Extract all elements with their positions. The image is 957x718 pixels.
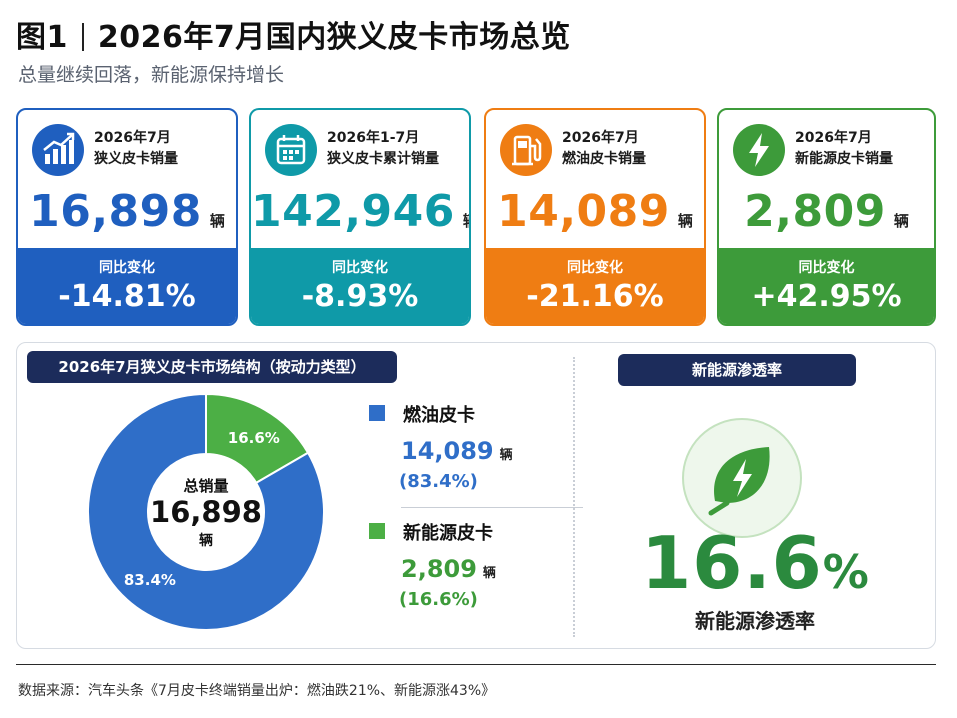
kpi-card-nev-sales: 2026年7月 新能源皮卡销量 2,809 辆 同比变化 +42.95% xyxy=(717,108,936,326)
change-value: +42.95% xyxy=(751,279,902,314)
legend-swatch xyxy=(369,523,385,539)
leaf-lightning-icon xyxy=(681,417,803,539)
card-label: 2026年7月 燃油皮卡销量 xyxy=(562,130,646,167)
card-label: 2026年1-7月 狭义皮卡累计销量 xyxy=(327,130,439,167)
card-label: 2026年7月 新能源皮卡销量 xyxy=(795,130,893,167)
fuel-pump-icon xyxy=(500,124,552,176)
donut-center-label: 总销量 xyxy=(183,477,228,495)
market-structure-panel: 2026年7月狭义皮卡市场结构（按动力类型） 16.6% 83.4% 总销量 16… xyxy=(16,342,936,649)
legend-share: (83.4%) xyxy=(399,471,478,492)
calendar-icon xyxy=(265,124,317,176)
donut-svg: 16.6% 83.4% 总销量 16,898 辆 xyxy=(87,392,325,631)
card-value: 2,809 辆 xyxy=(744,186,909,237)
legend-swatch xyxy=(369,405,385,421)
panel-divider xyxy=(573,357,575,637)
title-separator xyxy=(81,23,84,51)
card-label: 2026年7月 狭义皮卡销量 xyxy=(94,130,178,167)
change-value: -8.93% xyxy=(301,279,419,314)
footer-divider xyxy=(16,664,936,665)
legend-share: (16.6%) xyxy=(399,589,478,610)
donut-slice xyxy=(87,392,325,631)
bar-chart-icon xyxy=(32,124,84,176)
kpi-card-july-sales: 2026年7月 狭义皮卡销量 16,898 辆 同比变化 -14.81% xyxy=(16,108,238,326)
donut-chart: 16.6% 83.4% 总销量 16,898 辆 xyxy=(83,389,329,635)
card-change-bar: 同比变化 -8.93% xyxy=(251,248,469,324)
donut-center-unit: 辆 xyxy=(199,532,213,549)
penetration-value: 16.6% xyxy=(641,521,869,605)
figure-label: 图1 xyxy=(16,20,68,55)
donut-center-value: 16,898 xyxy=(150,495,262,529)
page-title: 图1 2026年7月国内狭义皮卡市场总览 xyxy=(16,12,571,56)
structure-heading: 2026年7月狭义皮卡市场结构（按动力类型） xyxy=(27,351,397,383)
lightning-icon xyxy=(733,124,785,176)
change-value: -21.16% xyxy=(526,279,664,314)
penetration-caption: 新能源渗透率 xyxy=(695,609,815,633)
legend-value: 2,809 辆 xyxy=(401,555,496,583)
card-change-bar: 同比变化 -14.81% xyxy=(18,248,236,324)
legend-divider xyxy=(401,507,583,508)
slice-label: 16.6% xyxy=(228,429,280,447)
card-change-bar: 同比变化 +42.95% xyxy=(719,248,934,324)
card-value: 14,089 辆 xyxy=(497,186,693,237)
legend-value: 14,089 辆 xyxy=(401,437,513,465)
card-change-bar: 同比变化 -21.16% xyxy=(486,248,704,324)
penetration-heading: 新能源渗透率 xyxy=(618,354,856,386)
change-value: -14.81% xyxy=(58,279,196,314)
legend-name: 新能源皮卡 xyxy=(403,523,493,544)
card-value: 16,898 辆 xyxy=(29,186,225,237)
slice-label: 83.4% xyxy=(124,571,176,589)
card-value: 142,946辆 xyxy=(251,186,469,237)
page-subtitle: 总量继续回落，新能源保持增长 xyxy=(18,64,285,86)
title-text: 2026年7月国内狭义皮卡市场总览 xyxy=(97,20,571,55)
legend-name: 燃油皮卡 xyxy=(403,405,475,426)
kpi-cards: 2026年7月 狭义皮卡销量 16,898 辆 同比变化 -14.81% 2026年1… xyxy=(16,108,936,326)
kpi-card-fuel-sales: 2026年7月 燃油皮卡销量 14,089 辆 同比变化 -21.16% xyxy=(484,108,706,326)
source-note: 数据来源：汽车头条《7月皮卡终端销量出炉：燃油跌21%、新能源涨43%》 xyxy=(18,683,496,699)
